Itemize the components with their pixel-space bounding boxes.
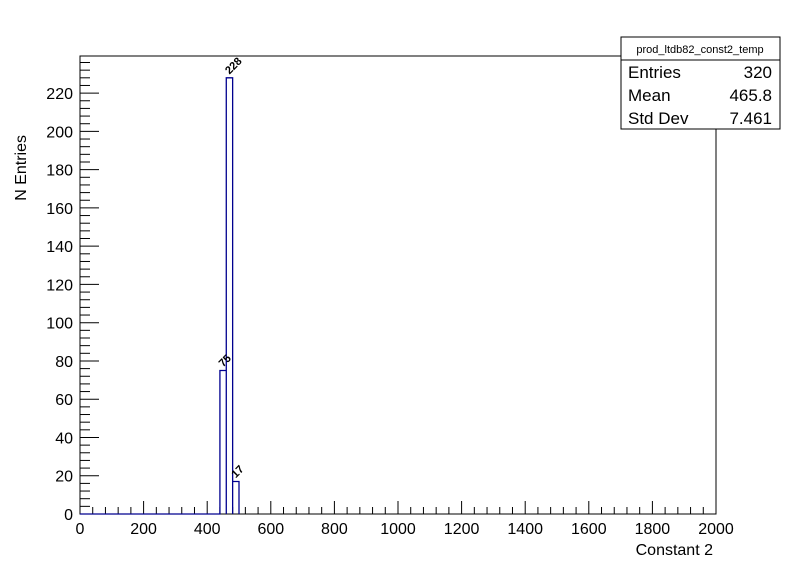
x-tick-label: 1400: [507, 521, 543, 538]
y-tick-label: 180: [46, 163, 73, 180]
y-axis: 0 20 40 60 80 100 120 140 160 180 200 220: [46, 62, 99, 524]
x-axis-label: Constant 2: [636, 542, 713, 559]
x-tick-label: 1600: [571, 521, 607, 538]
stats-stddev-label: Std Dev: [628, 109, 689, 128]
x-tick-label: 1000: [380, 521, 416, 538]
stats-title: prod_ltdb82_const2_temp: [636, 44, 763, 56]
y-tick-label: 140: [46, 239, 73, 256]
x-tick-label: 800: [321, 521, 348, 538]
bin-value-label: 75: [217, 352, 234, 369]
x-axis: 0 200 400 600 800 1000 1200 1400 1600 1800 2000: [76, 501, 734, 538]
y-tick-label: 80: [55, 354, 73, 371]
stats-entries-value: 320: [744, 63, 772, 82]
y-tick-label: 0: [64, 507, 73, 524]
x-tick-label: 1200: [444, 521, 480, 538]
y-tick-label: 120: [46, 277, 73, 294]
stats-mean-value: 465.8: [729, 86, 772, 105]
histogram-outline: [80, 77, 240, 515]
y-tick-label: 220: [46, 86, 73, 103]
y-axis-label: N Entries: [13, 135, 30, 201]
stats-entries-label: Entries: [628, 63, 681, 82]
x-tick-label: 0: [76, 521, 85, 538]
stats-mean-label: Mean: [628, 86, 671, 105]
y-tick-label: 40: [55, 430, 73, 447]
y-tick-label: 200: [46, 124, 73, 141]
x-tick-label: 1800: [635, 521, 671, 538]
x-tick-label: 2000: [698, 521, 734, 538]
x-tick-label: 600: [257, 521, 284, 538]
x-tick-label: 200: [130, 521, 157, 538]
x-tick-label: 400: [194, 521, 221, 538]
bin-value-label: 228: [223, 55, 244, 76]
y-tick-label: 60: [55, 392, 73, 409]
stats-box: prod_ltdb82_const2_temp Entries 320 Mean…: [620, 36, 781, 130]
y-tick-label: 160: [46, 201, 73, 218]
stats-stddev-value: 7.461: [729, 109, 772, 128]
y-tick-label: 100: [46, 316, 73, 333]
y-tick-label: 20: [55, 469, 73, 486]
